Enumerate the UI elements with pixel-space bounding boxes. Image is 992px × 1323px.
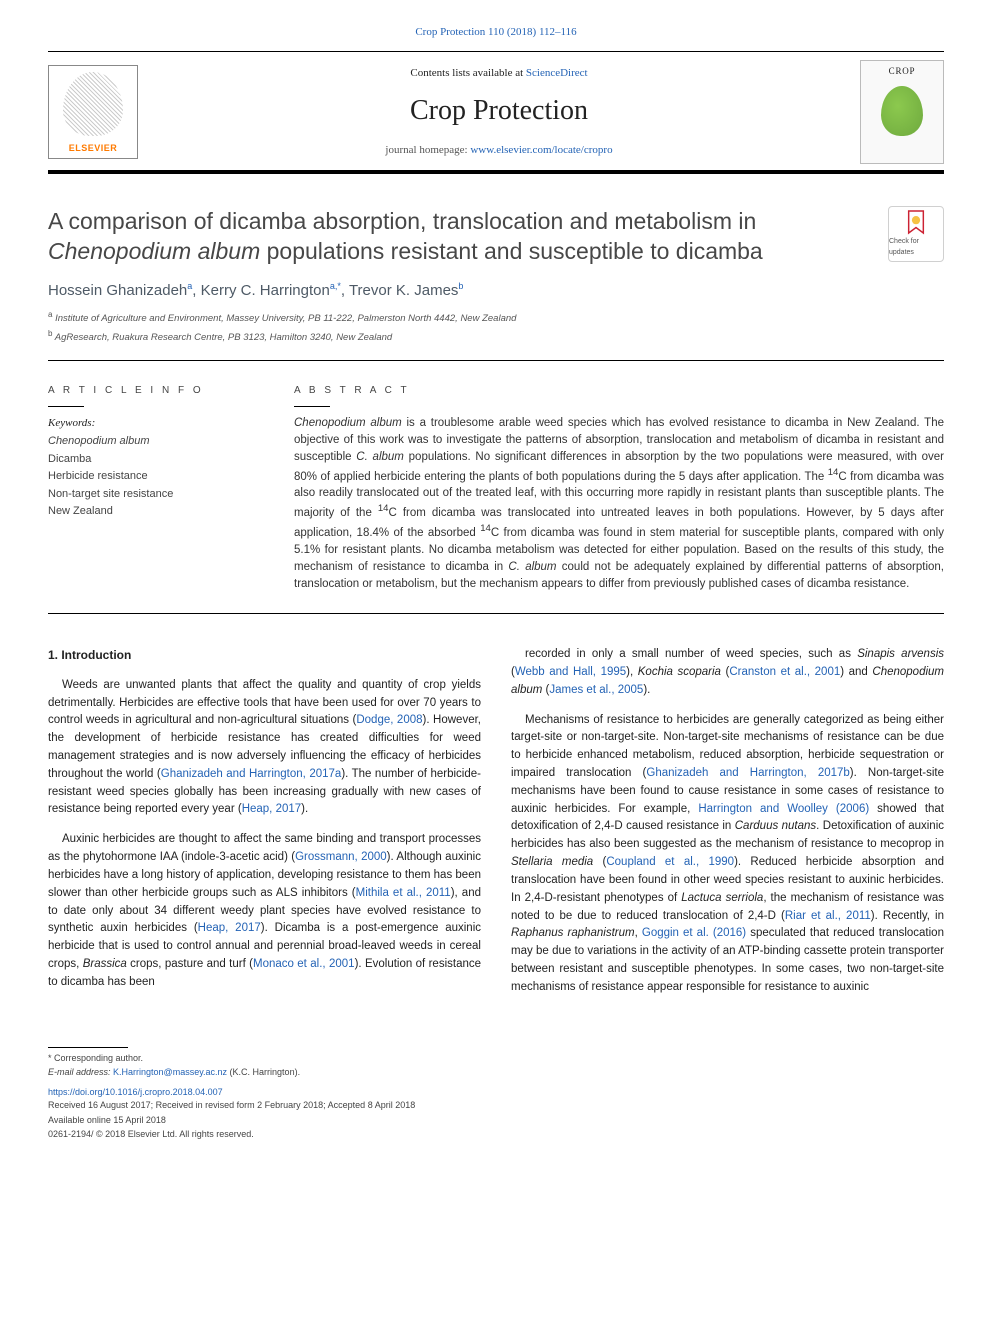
citation-header: Crop Protection 110 (2018) 112–116 bbox=[48, 24, 944, 41]
author: Hossein Ghanizadeha bbox=[48, 282, 192, 299]
cover-title: CROP bbox=[889, 65, 916, 79]
rule-above-meta bbox=[48, 360, 944, 361]
affiliation: b AgResearch, Ruakura Research Centre, P… bbox=[48, 328, 944, 345]
keywords-list: Chenopodium albumDicambaHerbicide resist… bbox=[48, 433, 258, 520]
body-paragraph: Auxinic herbicides are thought to affect… bbox=[48, 831, 481, 991]
email-suffix: (K.C. Harrington). bbox=[227, 1067, 300, 1077]
keyword: Dicamba bbox=[48, 451, 258, 468]
intro-heading: 1. Introduction bbox=[48, 646, 481, 665]
bookmark-check-icon bbox=[905, 209, 927, 235]
body-paragraph: Weeds are unwanted plants that affect th… bbox=[48, 677, 481, 820]
contents-prefix: Contents lists available at bbox=[410, 67, 525, 79]
online-line: Available online 15 April 2018 bbox=[48, 1114, 944, 1128]
copyright-line: 0261-2194/ © 2018 Elsevier Ltd. All righ… bbox=[48, 1128, 944, 1142]
abstract-block: A B S T R A C T Chenopodium album is a t… bbox=[294, 383, 944, 594]
citation-link[interactable]: Crop Protection 110 (2018) 112–116 bbox=[415, 26, 576, 38]
sciencedirect-link[interactable]: ScienceDirect bbox=[526, 67, 588, 79]
meta-row: A R T I C L E I N F O Keywords: Chenopod… bbox=[48, 383, 944, 594]
body-column-right: recorded in only a small number of weed … bbox=[511, 646, 944, 1008]
short-rule-left bbox=[48, 406, 84, 407]
affiliations: a Institute of Agriculture and Environme… bbox=[48, 309, 944, 346]
abstract-label: A B S T R A C T bbox=[294, 383, 944, 398]
check-updates-label: Check for updates bbox=[889, 237, 943, 258]
header-center: Contents lists available at ScienceDirec… bbox=[156, 65, 842, 158]
article-title: A comparison of dicamba absorption, tran… bbox=[48, 206, 872, 267]
doi-link[interactable]: https://doi.org/10.1016/j.cropro.2018.04… bbox=[48, 1086, 944, 1100]
email-label: E-mail address: bbox=[48, 1067, 113, 1077]
author-list: Hossein Ghanizadeha, Kerry C. Harrington… bbox=[48, 280, 944, 303]
title-italic: Chenopodium album bbox=[48, 238, 260, 264]
title-part-a: A comparison of dicamba absorption, tran… bbox=[48, 208, 756, 234]
article-info-label: A R T I C L E I N F O bbox=[48, 383, 258, 398]
keyword: Chenopodium album bbox=[48, 433, 258, 450]
journal-header-band: ELSEVIER Contents lists available at Sci… bbox=[48, 51, 944, 174]
email-link[interactable]: K.Harrington@massey.ac.nz bbox=[113, 1067, 227, 1077]
contents-line: Contents lists available at ScienceDirec… bbox=[156, 65, 842, 82]
footnote-rule bbox=[48, 1047, 128, 1048]
title-part-b: populations resistant and susceptible to… bbox=[260, 238, 762, 264]
body-paragraph: Mechanisms of resistance to herbicides a… bbox=[511, 712, 944, 997]
publisher-logo-text: ELSEVIER bbox=[69, 142, 118, 156]
journal-cover-thumbnail: CROP bbox=[860, 60, 944, 164]
keyword: Non-target site resistance bbox=[48, 486, 258, 503]
keyword: New Zealand bbox=[48, 503, 258, 520]
homepage-link[interactable]: www.elsevier.com/locate/cropro bbox=[470, 144, 612, 156]
body-columns: 1. Introduction Weeds are unwanted plant… bbox=[48, 646, 944, 1008]
author: Trevor K. Jamesb bbox=[349, 282, 463, 299]
abstract-text: Chenopodium album is a troublesome arabl… bbox=[294, 415, 944, 594]
body-paragraph: recorded in only a small number of weed … bbox=[511, 646, 944, 699]
article-header: A comparison of dicamba absorption, tran… bbox=[48, 206, 944, 346]
journal-name: Crop Protection bbox=[156, 90, 842, 132]
homepage-prefix: journal homepage: bbox=[385, 144, 470, 156]
received-line: Received 16 August 2017; Received in rev… bbox=[48, 1099, 944, 1113]
affiliation: a Institute of Agriculture and Environme… bbox=[48, 309, 944, 326]
short-rule-right bbox=[294, 406, 330, 407]
cover-leaf-icon bbox=[881, 86, 923, 136]
publisher-logo: ELSEVIER bbox=[48, 65, 138, 159]
footnotes: * Corresponding author. E-mail address: … bbox=[48, 1052, 944, 1142]
author: Kerry C. Harringtona,* bbox=[201, 282, 341, 299]
corresponding-note: * Corresponding author. bbox=[48, 1052, 944, 1066]
body-column-left: 1. Introduction Weeds are unwanted plant… bbox=[48, 646, 481, 1008]
keyword: Herbicide resistance bbox=[48, 468, 258, 485]
rule-below-abstract bbox=[48, 613, 944, 614]
email-line: E-mail address: K.Harrington@massey.ac.n… bbox=[48, 1066, 944, 1080]
homepage-line: journal homepage: www.elsevier.com/locat… bbox=[156, 142, 842, 159]
keywords-head: Keywords: bbox=[48, 415, 258, 432]
article-info-block: A R T I C L E I N F O Keywords: Chenopod… bbox=[48, 383, 258, 594]
check-updates-badge[interactable]: Check for updates bbox=[888, 206, 944, 262]
